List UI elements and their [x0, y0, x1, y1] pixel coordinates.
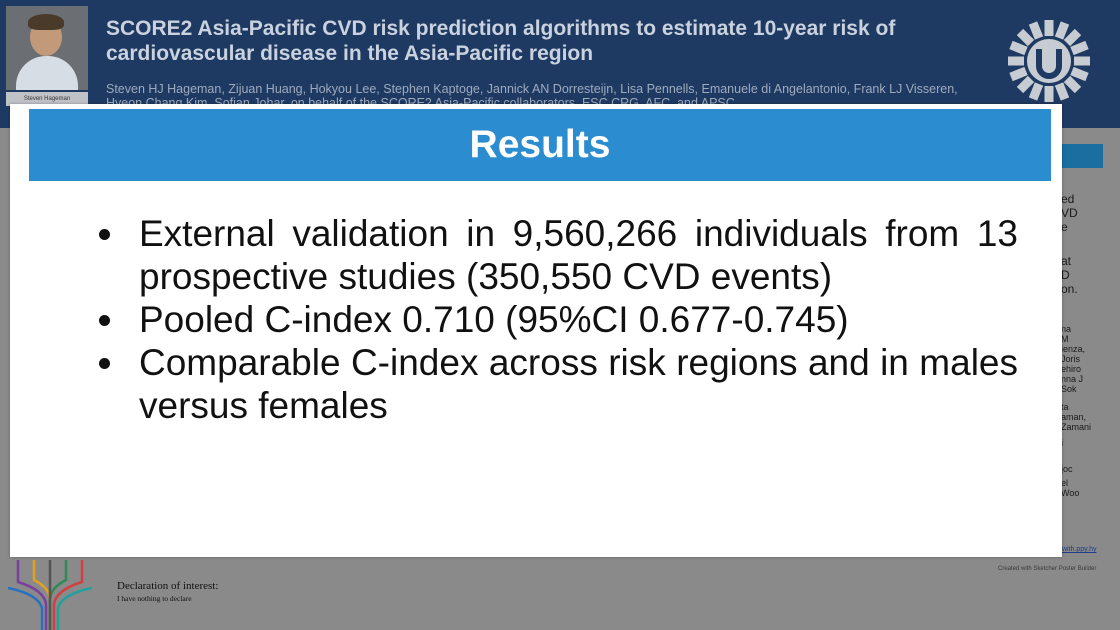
snippet: Zamani	[1061, 422, 1092, 432]
bullet-item: External validation in 9,560,266 individ…	[96, 212, 1018, 298]
snippet: aman,	[1061, 412, 1087, 422]
slide-title: Results	[469, 123, 611, 166]
snippet: Sok	[1061, 384, 1077, 394]
bullet-item: Comparable C-index across risk regions a…	[96, 341, 1018, 427]
poster-title: SCORE2 Asia-Pacific CVD risk prediction …	[106, 17, 896, 65]
bullet-item: Pooled C-index 0.710 (95%CI 0.677-0.745)	[96, 298, 1018, 341]
circuit-tree-icon	[7, 560, 93, 630]
snippet: ehiro	[1061, 364, 1082, 374]
poster-right-column-text: ed VD e at D on. na M ienza, Joris ehiro…	[1061, 192, 1120, 498]
snippet: M	[1061, 334, 1069, 344]
snippet: Woo	[1061, 488, 1080, 498]
results-bullet-list: External validation in 9,560,266 individ…	[96, 212, 1018, 427]
snippet: ienza,	[1061, 344, 1086, 354]
snippet: e	[1061, 220, 1068, 234]
poster-footer-link[interactable]: with.ppy.hy	[1062, 546, 1097, 553]
slide-header: Results	[29, 109, 1051, 181]
declaration-heading: Declaration of interest:	[117, 580, 219, 592]
snippet: Joris	[1061, 354, 1081, 364]
presenter-photo	[6, 6, 88, 90]
snippet: on.	[1061, 282, 1078, 296]
poster-builder-credit: Created with Sketcher Poster Builder	[998, 566, 1097, 572]
snippet: el	[1061, 478, 1069, 488]
snippet: joc	[1061, 464, 1073, 474]
results-slide: Results External validation in 9,560,266…	[10, 104, 1062, 557]
snippet: na	[1061, 324, 1072, 334]
declaration-of-interest: Declaration of interest: I have nothing …	[117, 580, 218, 603]
poster-authors: Steven HJ Hageman, Zijuan Huang, Hokyou …	[106, 82, 958, 104]
declaration-text: I have nothing to declare	[117, 594, 192, 603]
snippet: nna J	[1061, 374, 1084, 384]
snippet: ta	[1061, 402, 1069, 412]
snippet: at	[1061, 254, 1072, 268]
poster-section-bar	[1058, 144, 1103, 168]
snippet: ed	[1061, 192, 1075, 206]
snippet: i	[1061, 438, 1063, 448]
presenter-photo-caption: Steven Hageman	[6, 92, 88, 106]
university-sun-logo-icon	[1008, 20, 1090, 102]
snippet: VD	[1061, 206, 1078, 220]
snippet: D	[1061, 268, 1070, 282]
